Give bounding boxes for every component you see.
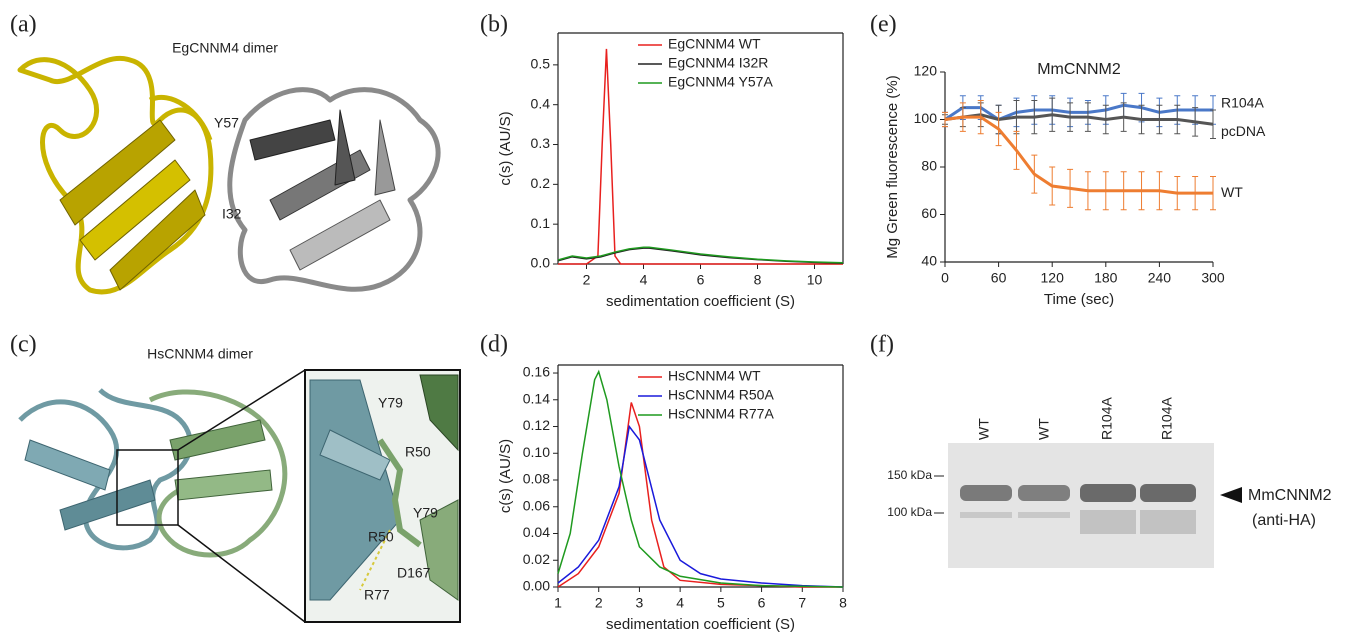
x-tick-label: 2 — [583, 272, 591, 288]
structure-title: HsCNNM4 dimer — [147, 346, 253, 362]
legend-label: EgCNNM4 I32R — [668, 55, 768, 71]
x-axis-label: Time (sec) — [1044, 291, 1114, 308]
y-tick-label: 0.08 — [523, 471, 550, 487]
marker-label: 150 kDa — [887, 468, 932, 482]
legend-label: HsCNNM4 R77A — [668, 406, 774, 422]
residue-label: R50 — [368, 529, 394, 545]
legend-label: EgCNNM4 WT — [668, 36, 761, 52]
y-tick-label: 80 — [921, 158, 937, 174]
panel-label: (e) — [870, 12, 897, 38]
x-tick-label: 5 — [717, 595, 725, 611]
x-tick-label: 4 — [676, 595, 684, 611]
x-tick-label: 7 — [798, 595, 806, 611]
x-tick-label: 240 — [1148, 270, 1172, 286]
y-tick-label: 100 — [914, 110, 938, 126]
panel-label: (c) — [10, 332, 37, 358]
y-tick-label: 0.04 — [523, 524, 550, 540]
x-tick-label: 8 — [754, 272, 762, 288]
series-label: WT — [1221, 184, 1243, 200]
data-line — [558, 402, 843, 587]
panel-label: (b) — [480, 12, 508, 38]
residue-label: R77 — [364, 587, 390, 603]
residue-label: Y79 — [413, 505, 438, 521]
data-line — [945, 117, 1213, 193]
x-tick-label: 300 — [1201, 270, 1225, 286]
x-tick-label: 10 — [807, 272, 823, 288]
y-tick-label: 0.16 — [523, 364, 550, 380]
figure: (a) (b) (c) (d) (e) (f) EgCNNM4 dimer Y5… — [0, 0, 1353, 635]
y-tick-label: 0.12 — [523, 417, 550, 433]
protein-structure — [20, 58, 438, 292]
x-tick-label: 8 — [839, 595, 847, 611]
y-tick-label: 0.0 — [531, 255, 551, 271]
lane-label: R104A — [1159, 397, 1175, 440]
antibody-label: (anti-HA) — [1252, 512, 1316, 529]
y-tick-label: 0.4 — [531, 95, 551, 111]
x-tick-label: 6 — [758, 595, 766, 611]
y-tick-label: 0.5 — [531, 56, 551, 72]
chart-title: MmCNNM2 — [1037, 61, 1121, 78]
residue-label: Y57 — [214, 115, 239, 131]
x-tick-label: 6 — [697, 272, 705, 288]
x-axis-label: sedimentation coefficient (S) — [606, 293, 795, 310]
series-label: R104A — [1221, 95, 1264, 111]
residue-label: D167 — [397, 565, 431, 581]
y-axis-label: Mg Green fluorescence (%) — [884, 75, 901, 258]
y-axis-label: c(s) (AU/S) — [497, 439, 514, 513]
y-tick-label: 0.2 — [531, 175, 551, 191]
y-tick-label: 0.00 — [523, 578, 550, 594]
residue-label: I32 — [222, 206, 242, 222]
panel-label: (a) — [10, 12, 37, 38]
structure-title: EgCNNM4 dimer — [172, 40, 278, 56]
panel-label: (d) — [480, 332, 508, 358]
band-label: MmCNNM2 — [1248, 487, 1332, 504]
series-label: pcDNA — [1221, 123, 1266, 139]
x-tick-label: 2 — [595, 595, 603, 611]
legend-label: EgCNNM4 Y57A — [668, 74, 773, 90]
y-tick-label: 0.02 — [523, 551, 550, 567]
x-tick-label: 4 — [640, 272, 648, 288]
blot — [934, 443, 1242, 568]
y-tick-label: 120 — [914, 63, 938, 79]
legend-label: HsCNNM4 WT — [668, 368, 761, 384]
lane-label: WT — [976, 418, 992, 440]
y-tick-label: 60 — [921, 205, 937, 221]
lane-label: R104A — [1099, 397, 1115, 440]
marker-label: 100 kDa — [887, 505, 932, 519]
y-tick-label: 0.3 — [531, 135, 551, 151]
x-tick-label: 120 — [1041, 270, 1065, 286]
y-axis-label: c(s) (AU/S) — [497, 111, 514, 185]
residue-label: R50 — [405, 444, 431, 460]
y-tick-label: 0.10 — [523, 444, 550, 460]
lane-label: WT — [1036, 418, 1052, 440]
x-tick-label: 3 — [636, 595, 644, 611]
y-tick-label: 40 — [921, 253, 937, 269]
y-tick-label: 0.06 — [523, 497, 550, 513]
y-tick-label: 0.14 — [523, 390, 550, 406]
x-axis-label: sedimentation coefficient (S) — [606, 616, 795, 633]
legend-label: HsCNNM4 R50A — [668, 387, 774, 403]
y-tick-label: 0.1 — [531, 215, 551, 231]
x-tick-label: 0 — [941, 270, 949, 286]
x-tick-label: 1 — [554, 595, 562, 611]
x-tick-label: 180 — [1094, 270, 1118, 286]
panel-label: (f) — [870, 332, 894, 358]
x-tick-label: 60 — [991, 270, 1007, 286]
data-line — [558, 427, 843, 587]
residue-label: Y79 — [378, 395, 403, 411]
data-line — [558, 372, 843, 587]
